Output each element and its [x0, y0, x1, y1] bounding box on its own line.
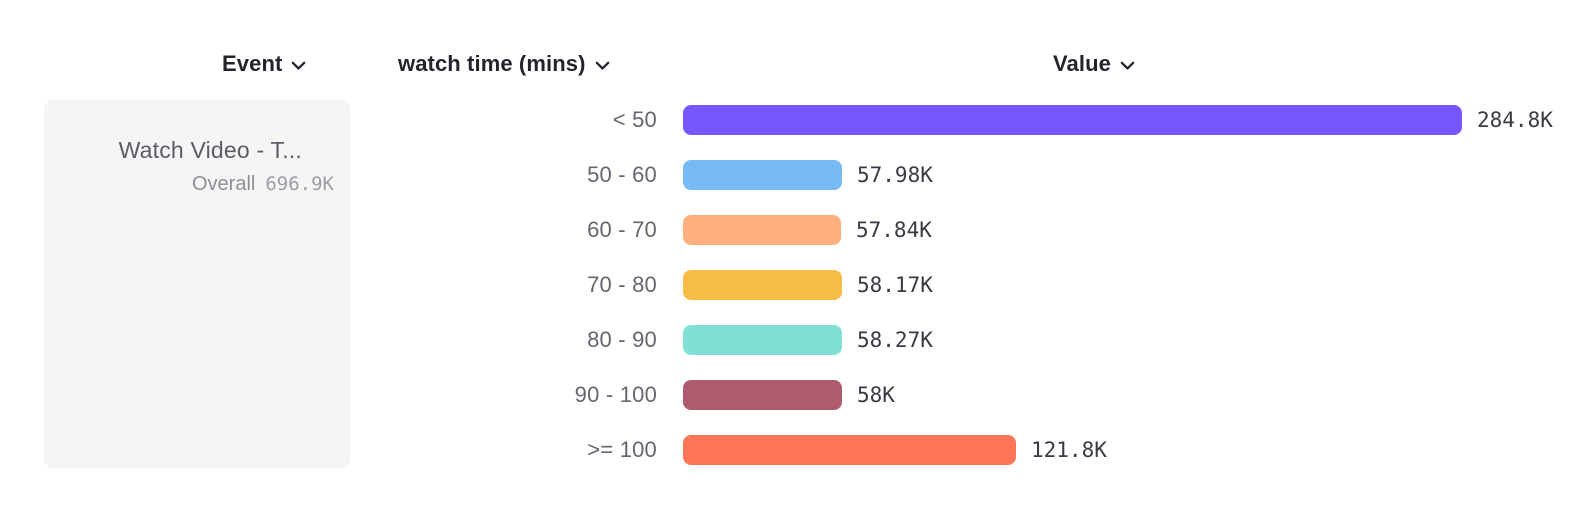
- bar-segment[interactable]: [683, 324, 842, 355]
- category-label: 80 - 90: [587, 326, 657, 352]
- event-overall-line: Overall 696.9K: [44, 173, 350, 196]
- bar-segment[interactable]: [683, 379, 842, 410]
- overall-value: 696.9K: [265, 173, 334, 195]
- chevron-down-icon[interactable]: [1120, 61, 1135, 71]
- value-label: 121.8K: [1031, 437, 1107, 462]
- value-label: 57.84K: [856, 217, 932, 242]
- category-label: 70 - 80: [587, 271, 657, 297]
- event-column-header[interactable]: Event: [222, 48, 306, 80]
- category-label: >= 100: [587, 436, 657, 462]
- category-label: 50 - 60: [587, 161, 657, 187]
- chart-row: 80 - 90 58.27K: [0, 312, 1592, 367]
- chevron-down-icon[interactable]: [291, 61, 306, 71]
- event-column-label: Event: [222, 51, 283, 76]
- breakdown-column-label: watch time (mins): [398, 51, 586, 76]
- chart-row: >= 100 121.8K: [0, 422, 1592, 477]
- chart-row: 70 - 80 58.17K: [0, 257, 1592, 312]
- chart-row: 50 - 60 57.98K: [0, 147, 1592, 202]
- bar-segment[interactable]: [683, 269, 842, 300]
- bar-segment[interactable]: [683, 434, 1016, 465]
- event-legend-card[interactable]: Watch Video - T... Overall 696.9K: [44, 100, 350, 468]
- bar-segment[interactable]: [683, 159, 842, 190]
- category-label: 90 - 100: [574, 381, 657, 407]
- bar-segment[interactable]: [683, 214, 841, 245]
- value-column-label: Value: [1053, 51, 1111, 76]
- chart-row: 60 - 70 57.84K: [0, 202, 1592, 257]
- bar-segment[interactable]: [683, 104, 1462, 135]
- value-label: 57.98K: [857, 162, 933, 187]
- chart-row: < 50 284.8K: [0, 92, 1592, 147]
- chevron-down-icon[interactable]: [595, 61, 610, 71]
- category-label: 60 - 70: [587, 216, 657, 242]
- category-label: < 50: [612, 106, 657, 132]
- value-label: 58.17K: [857, 272, 933, 297]
- value-label: 58K: [857, 382, 895, 407]
- overall-label: Overall: [192, 173, 256, 195]
- event-name: Watch Video - T...: [118, 137, 302, 163]
- chart-row: 90 - 100 58K: [0, 367, 1592, 422]
- value-column-header[interactable]: Value: [1053, 48, 1135, 80]
- value-label: 284.8K: [1477, 107, 1553, 132]
- breakdown-column-header[interactable]: watch time (mins): [398, 48, 610, 80]
- value-label: 58.27K: [857, 327, 933, 352]
